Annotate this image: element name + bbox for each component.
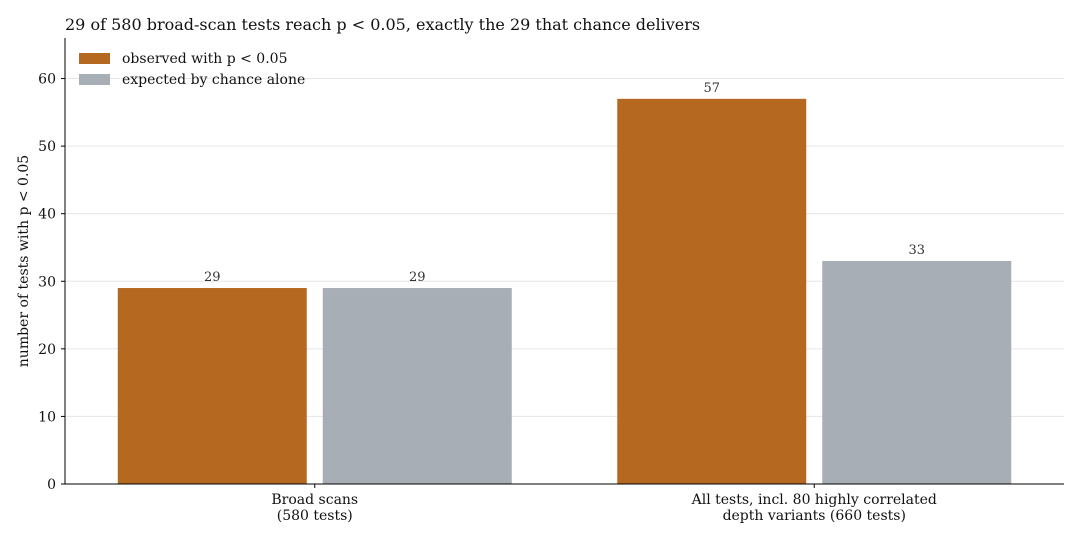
bar-value-label: 57 xyxy=(703,81,720,96)
y-tick-label: 10 xyxy=(38,409,56,425)
legend-swatch xyxy=(79,53,110,64)
legend-swatch xyxy=(79,74,110,85)
bars: 29 29 57 33 xyxy=(117,81,1012,485)
bar xyxy=(617,98,807,485)
bar xyxy=(117,288,307,484)
y-ticks: 0 10 20 30 40 50 60 xyxy=(38,72,65,493)
y-axis-label: number of tests with p < 0.05 xyxy=(16,155,32,367)
bar-value-label: 33 xyxy=(908,243,925,258)
y-tick-label: 60 xyxy=(38,72,56,88)
x-category-label: depth variants (660 tests) xyxy=(723,508,906,524)
bar-value-label: 29 xyxy=(409,270,426,285)
legend-label: observed with p < 0.05 xyxy=(122,51,287,67)
legend: observed with p < 0.05 expected by chance… xyxy=(79,51,305,88)
y-tick-label: 20 xyxy=(38,342,56,358)
y-tick-label: 40 xyxy=(38,207,56,223)
legend-label: expected by chance alone xyxy=(122,72,305,88)
axes xyxy=(64,38,1064,485)
chart-title: 29 of 580 broad-scan tests reach p < 0.0… xyxy=(65,15,700,34)
y-tick-label: 30 xyxy=(38,274,56,290)
x-category-label: All tests, incl. 80 highly correlated xyxy=(691,492,937,508)
bar-value-label: 29 xyxy=(204,270,221,285)
bar xyxy=(322,288,512,484)
bar xyxy=(822,261,1012,484)
x-category-label: (580 tests) xyxy=(277,508,353,524)
y-tick-label: 0 xyxy=(47,477,56,493)
x-category-label: Broad scans xyxy=(271,492,358,508)
x-category-labels: Broad scans(580 tests) All tests, incl. 8… xyxy=(271,484,937,524)
y-tick-label: 50 xyxy=(38,139,56,155)
